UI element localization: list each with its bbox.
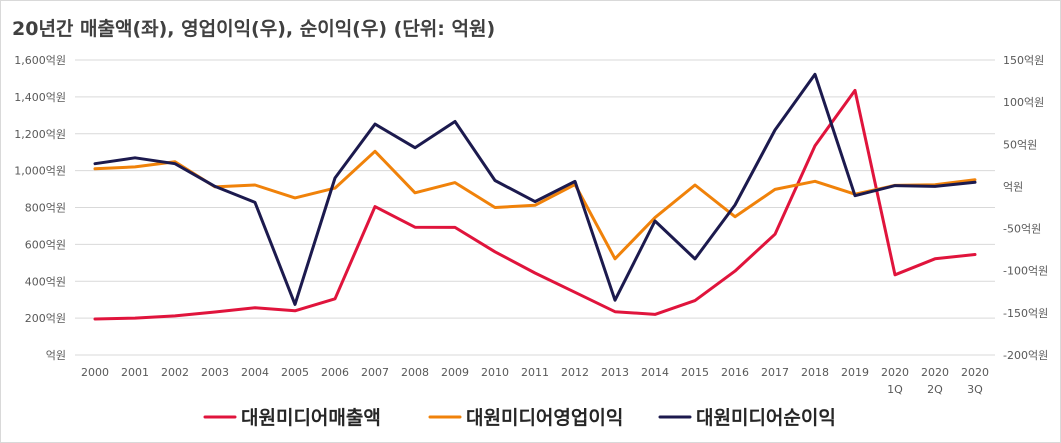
right-tick-label: 50억원 xyxy=(1003,138,1037,151)
left-tick-label: 200억원 xyxy=(25,312,66,325)
right-tick-label: -200억원 xyxy=(1003,349,1048,362)
series-line xyxy=(93,149,977,261)
left-tick-label: 1,200억원 xyxy=(14,128,66,141)
right-tick-label: -150억원 xyxy=(1003,307,1048,320)
x-tick-label: 2011 xyxy=(521,366,549,379)
right-tick-label: -100억원 xyxy=(1003,265,1048,278)
right-tick-label: 150억원 xyxy=(1003,54,1044,67)
left-tick-label: 1,000억원 xyxy=(14,165,66,178)
series-lines xyxy=(93,72,977,321)
x-tick-label: 2020 2Q xyxy=(921,366,949,396)
x-tick-label: 2015 xyxy=(681,366,709,379)
x-tick-label: 2002 xyxy=(161,366,189,379)
x-tick-label: 2003 xyxy=(201,366,229,379)
x-tick-label: 2013 xyxy=(601,366,629,379)
left-axis-ticks: 억원 200억원 400억원 600억원 800억원 1,000억원 1,200억원 1,40… xyxy=(14,54,66,362)
right-tick-label: -50억원 xyxy=(1003,223,1041,236)
left-tick-label: 억원 xyxy=(46,349,66,362)
x-tick-label: 2020 1Q xyxy=(881,366,909,396)
x-tick-label: 2014 xyxy=(641,366,669,379)
x-tick-label: 2000 xyxy=(81,366,109,379)
x-tick-label: 2019 xyxy=(841,366,869,379)
right-tick-label: 억원 xyxy=(1003,180,1023,193)
x-tick-label: 2001 xyxy=(121,366,149,379)
x-tick-label: 2005 xyxy=(281,366,309,379)
x-tick-label: 2018 xyxy=(801,366,829,379)
x-tick-label: 2010 xyxy=(481,366,509,379)
x-tick-label: 2004 xyxy=(241,366,269,379)
x-axis-ticks: 2000 2001 2002 2003 2004 2005 2006 2007 2008 2009… xyxy=(81,366,989,396)
left-tick-label: 400억원 xyxy=(25,275,66,288)
right-axis-ticks: -200억원 -150억원 -100억원 -50억원 억원 50억원 100억원 150억원 xyxy=(1003,54,1048,362)
x-tick-label: 2007 xyxy=(361,366,389,379)
right-tick-label: 100억원 xyxy=(1003,96,1044,109)
x-tick-label: 2006 xyxy=(321,366,349,379)
legend-label: 대원미디어매출액 xyxy=(241,407,381,429)
x-tick-label: 2020 3Q xyxy=(961,366,989,396)
x-tick-label: 2008 xyxy=(401,366,429,379)
x-tick-label: 2017 xyxy=(761,366,789,379)
x-tick-label: 2016 xyxy=(721,366,749,379)
left-tick-label: 800억원 xyxy=(25,202,66,215)
x-tick-label: 2012 xyxy=(561,366,589,379)
x-tick-label: 2009 xyxy=(441,366,469,379)
chart-title: 20년간 매출액(좌), 영업이익(우), 순이익(우) (단위: 억원) xyxy=(12,18,496,40)
legend-label: 대원미디어영업이익 xyxy=(466,407,623,429)
left-tick-label: 1,400억원 xyxy=(14,91,66,104)
legend: 대원미디어매출액 대원미디어영업이익 대원미디어순이익 xyxy=(203,407,836,429)
left-tick-label: 600억원 xyxy=(25,238,66,251)
left-tick-label: 1,600억원 xyxy=(14,54,66,67)
legend-label: 대원미디어순이익 xyxy=(696,407,836,429)
gridlines xyxy=(75,59,995,356)
series-line xyxy=(93,72,977,306)
series-line xyxy=(93,88,977,321)
